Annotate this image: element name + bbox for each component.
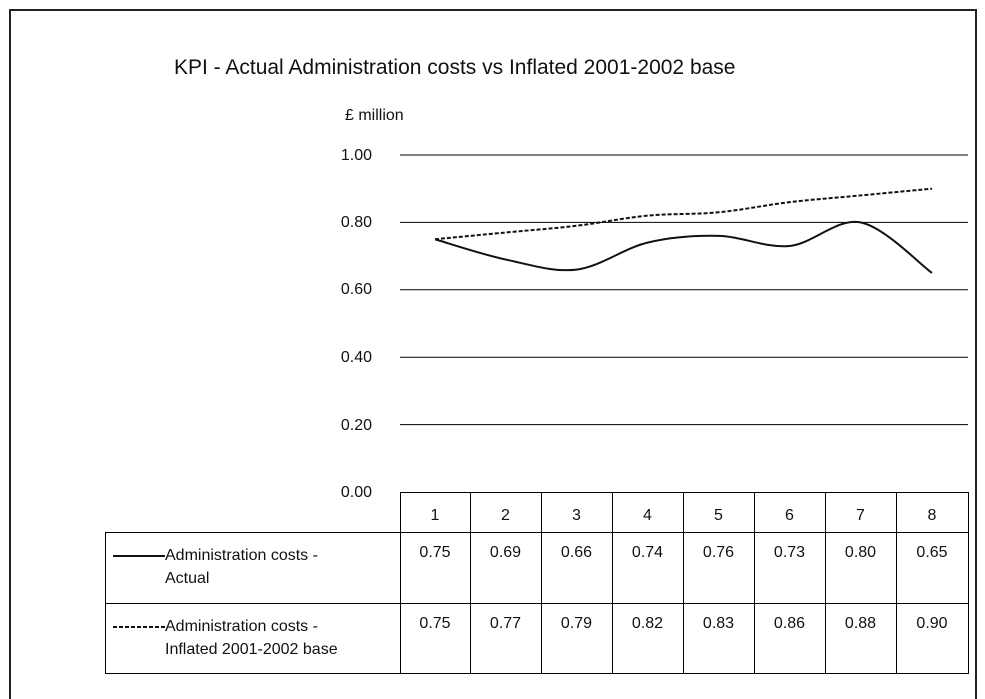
x-tick-label: 2 xyxy=(501,507,510,524)
data-label: 0.77 xyxy=(489,615,522,632)
table-rule xyxy=(541,492,542,673)
table-rule xyxy=(825,492,826,673)
data-label: 0.90 xyxy=(916,615,948,632)
table-rule xyxy=(754,492,755,673)
data-label: 0.74 xyxy=(631,544,664,561)
legend-label: Administration costs - xyxy=(165,618,318,635)
x-tick-label: 8 xyxy=(927,507,937,524)
table-rule xyxy=(400,492,401,673)
y-tick-label: 0.40 xyxy=(340,349,372,366)
legend-label: Actual xyxy=(165,570,210,587)
y-tick-label: 0.80 xyxy=(340,214,372,231)
legend-line-swatch xyxy=(113,626,165,628)
table-rule xyxy=(612,492,613,673)
y-tick-label: 0.20 xyxy=(340,417,372,434)
data-label: 0.65 xyxy=(916,544,948,561)
table-rule xyxy=(470,492,471,673)
x-tick-label: 3 xyxy=(572,507,581,524)
data-label: 0.83 xyxy=(702,615,735,632)
data-label: 0.66 xyxy=(560,544,593,561)
chart-title: KPI - Actual Administration costs vs Inf… xyxy=(174,56,736,79)
data-label: 0.69 xyxy=(489,544,522,561)
legend-label: Administration costs - xyxy=(165,547,318,564)
table-rule xyxy=(968,492,969,673)
x-tick-label: 7 xyxy=(856,507,865,524)
table-rule xyxy=(683,492,684,673)
series-line-2 xyxy=(434,187,933,241)
x-tick-label: 1 xyxy=(430,507,440,524)
chart-frame xyxy=(9,9,977,699)
series-lines xyxy=(434,187,933,274)
x-tick-label: 5 xyxy=(714,507,723,524)
table-rule xyxy=(105,603,969,604)
data-label: 0.73 xyxy=(773,544,806,561)
series-line-1 xyxy=(434,220,933,274)
table-rule xyxy=(896,492,897,673)
y-axis-label: £ million xyxy=(345,107,404,124)
legend-line-swatch xyxy=(113,555,165,557)
data-label: 0.88 xyxy=(844,615,877,632)
data-label: 0.75 xyxy=(419,615,451,632)
table-rule xyxy=(105,673,969,674)
x-tick-label: 6 xyxy=(785,507,794,524)
legend-entry: Administration costs - Inflated 2001-2002… xyxy=(105,603,400,673)
data-label: 0.75 xyxy=(419,544,451,561)
data-label: 0.76 xyxy=(702,544,735,561)
y-tick-label: 0.60 xyxy=(340,281,372,298)
legend-label: Inflated 2001-2002 base xyxy=(165,641,338,658)
data-label: 0.86 xyxy=(773,615,806,632)
legend-entry: Administration costs - Actual xyxy=(105,532,400,603)
table-rule xyxy=(105,532,106,673)
y-tick-label: 0.00 xyxy=(340,484,372,501)
data-label: 0.80 xyxy=(844,544,877,561)
x-tick-label: 4 xyxy=(643,507,652,524)
table-rule xyxy=(400,492,969,493)
gridlines xyxy=(400,154,968,426)
table-rule xyxy=(105,532,969,533)
data-label: 0.82 xyxy=(631,615,664,632)
y-tick-label: 1.00 xyxy=(340,147,372,164)
data-label: 0.79 xyxy=(560,615,593,632)
